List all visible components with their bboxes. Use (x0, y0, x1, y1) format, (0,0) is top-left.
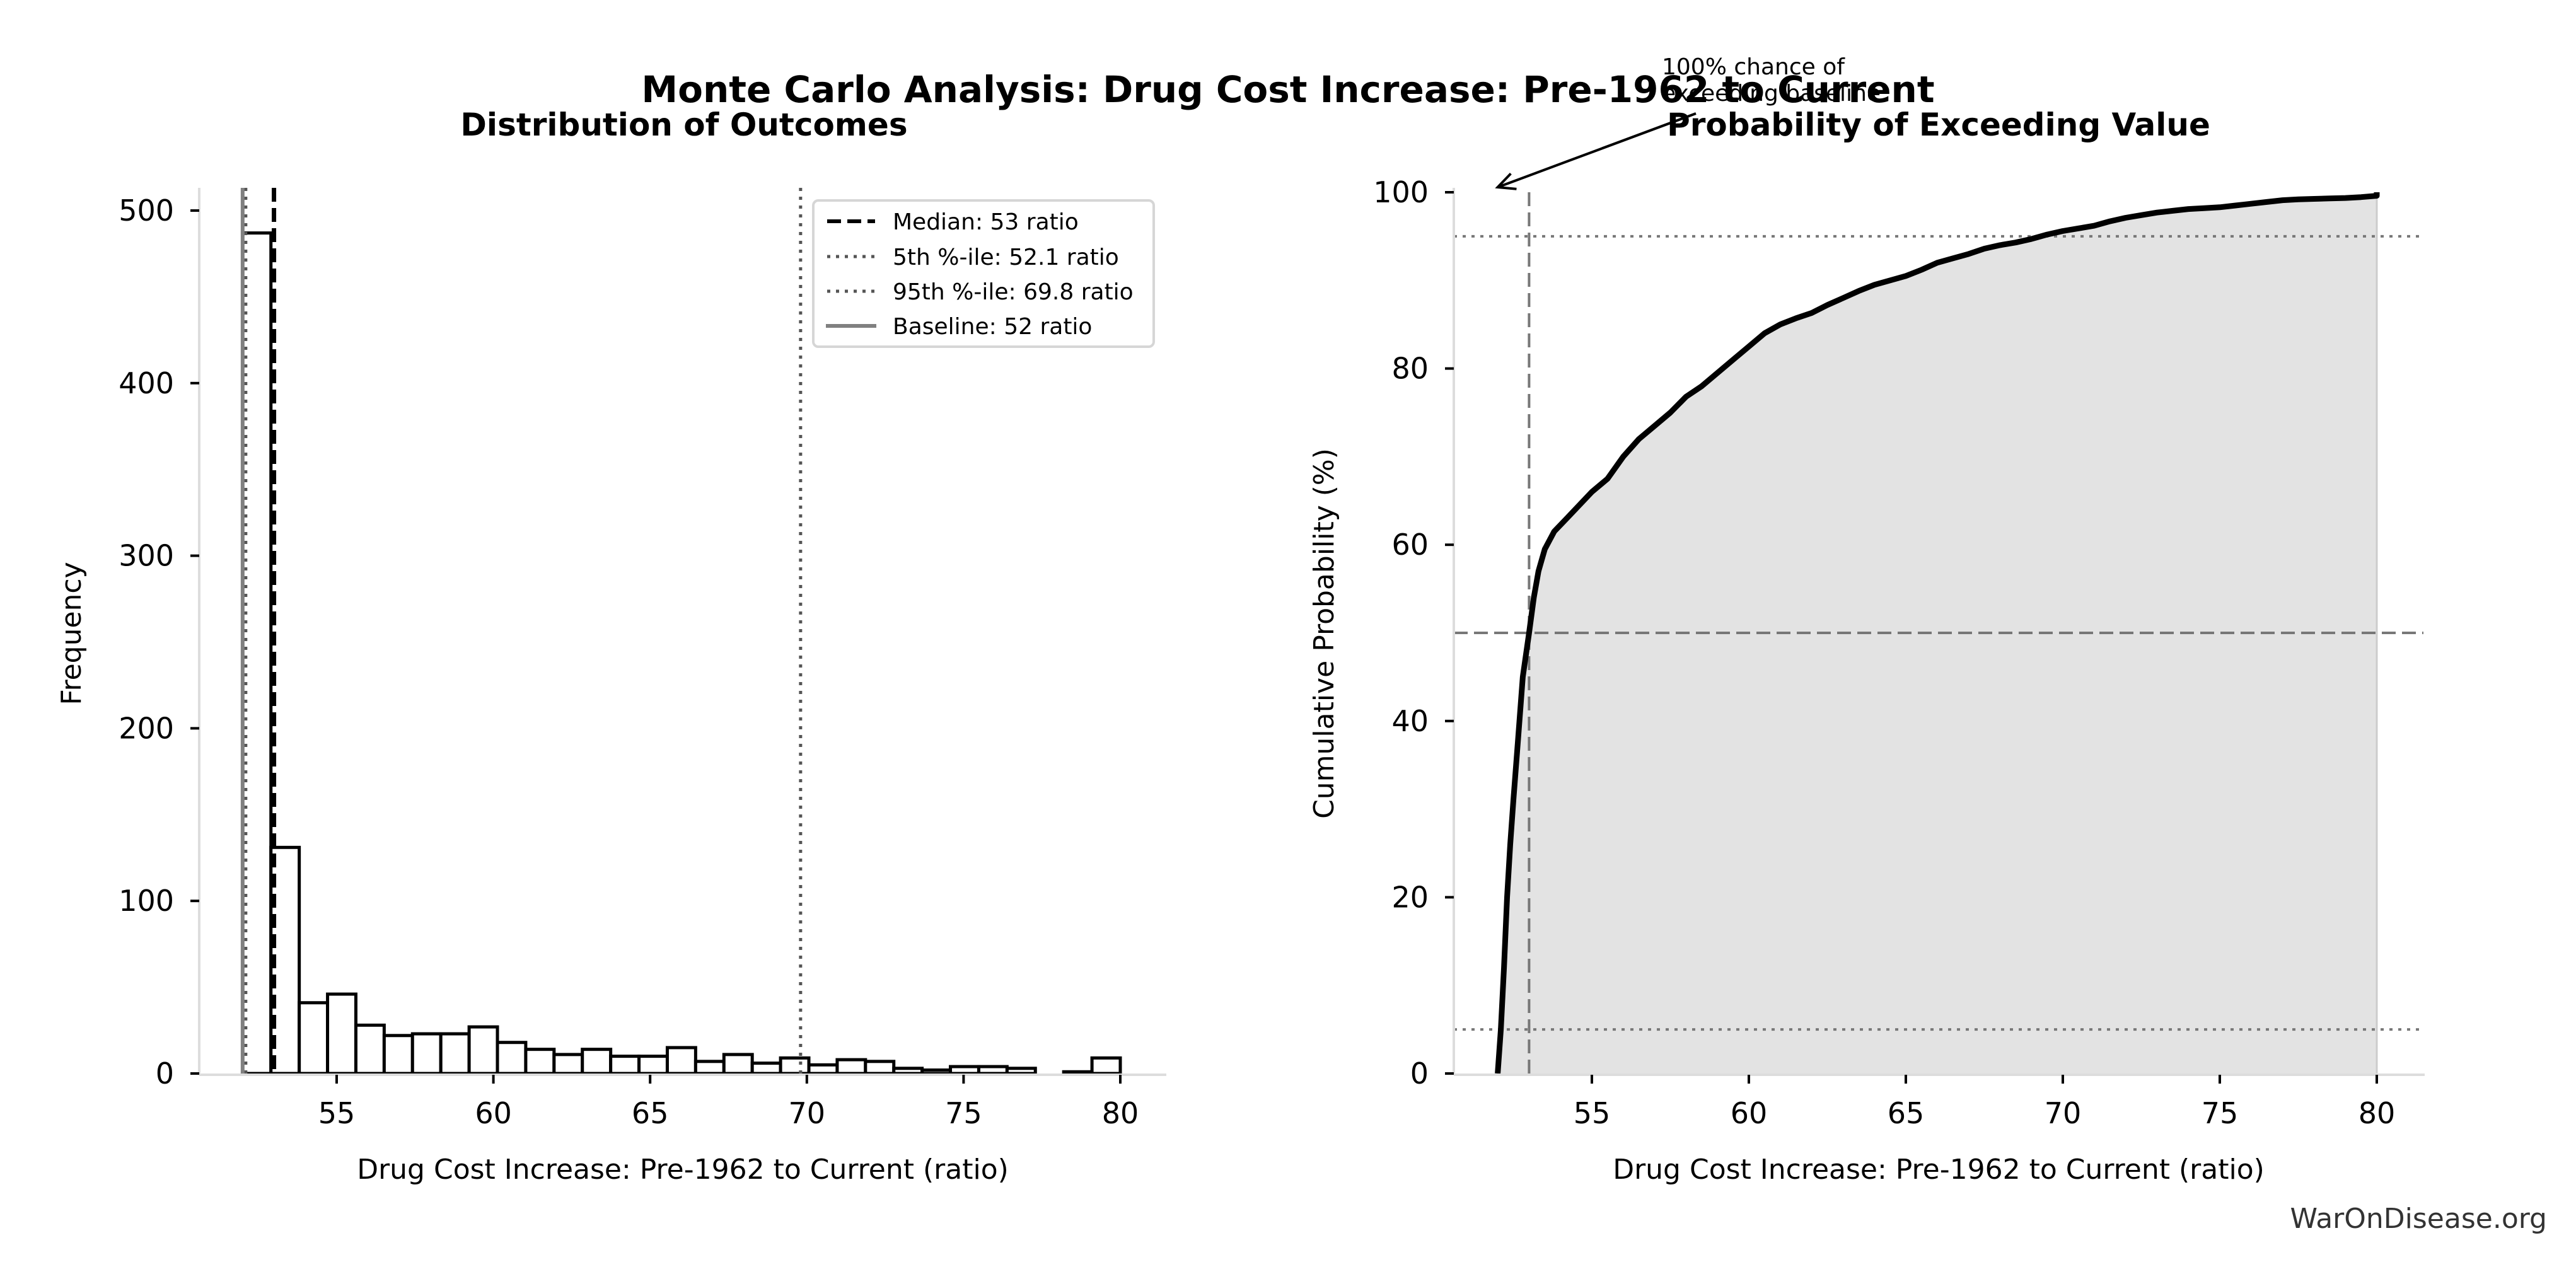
legend-median-label: Median: 53 ratio (893, 209, 1079, 235)
histogram-x-tick-label: 65 (632, 1096, 669, 1130)
cdf-y-tick-label: 80 (1391, 352, 1429, 386)
annotation-text-line1: 100% chance of (1662, 54, 1845, 80)
histogram-x-tick-label: 75 (945, 1096, 982, 1130)
watermark: WarOnDisease.org (2290, 1203, 2547, 1235)
histogram-legend: Median: 53 ratio 5th %-ile: 52.1 ratio 9… (812, 199, 1155, 348)
histogram-bar (496, 1041, 528, 1075)
cdf-x-tick-label: 75 (2202, 1096, 2239, 1130)
cdf-y-ticks: 0 20 40 60 80 100 (1373, 175, 1454, 1091)
histogram-y-tick-label: 300 (119, 539, 174, 573)
histogram-bar (1062, 1070, 1094, 1075)
histogram-bar (382, 1034, 414, 1075)
histogram-bar (609, 1055, 641, 1075)
histogram-bar (439, 1032, 471, 1075)
cdf-reference-lines (1454, 192, 2423, 1074)
cdf-x-tick-label: 80 (2358, 1096, 2396, 1130)
histogram-bar (298, 1001, 330, 1075)
histogram-y-tick-label: 400 (119, 366, 174, 400)
cdf-y-tick-label: 60 (1391, 528, 1429, 562)
histogram-bar (665, 1046, 697, 1075)
cdf-x-axis-label: Drug Cost Increase: Pre-1962 to Current … (1613, 1154, 2265, 1186)
histogram-bar (581, 1048, 613, 1075)
histogram-bar (410, 1032, 443, 1075)
histogram-x-tick-label: 60 (475, 1096, 512, 1130)
histogram-bar (693, 1060, 726, 1075)
cdf-x-ticks: 55 60 65 70 75 80 (1574, 1075, 2396, 1130)
cdf-x-tick-label: 65 (1888, 1096, 1925, 1130)
annotation-arrow (1497, 112, 1697, 188)
histogram-bar (892, 1067, 924, 1075)
histogram-y-ticks: 0 100 200 300 400 500 (119, 194, 199, 1091)
histogram-bar (467, 1025, 499, 1075)
annotation-text-line2: exceeding baseline (1662, 81, 1881, 107)
cdf-y-tick-label: 40 (1391, 704, 1429, 738)
histogram-x-ticks: 55 60 65 70 75 80 (318, 1075, 1139, 1130)
legend-p95-label: 95th %-ile: 69.8 ratio (893, 279, 1134, 305)
histogram-bar (1005, 1067, 1037, 1075)
cdf-y-tick-label: 100 (1373, 175, 1429, 209)
histogram-bar (977, 1065, 1009, 1075)
cdf-x-tick-label: 55 (1574, 1096, 1611, 1130)
histogram-bar (637, 1055, 669, 1075)
cdf-title: Probability of Exceeding Value (1667, 107, 2210, 143)
baseline-annotation: 100% chance of exceeding baseline (1495, 54, 1881, 190)
cdf-chart: Probability of Exceeding Value 0 20 40 60 80… (1308, 54, 2425, 1186)
histogram-bar (750, 1062, 782, 1075)
histogram-bar (241, 231, 273, 1075)
histogram-bar (524, 1048, 556, 1075)
cdf-area-fill (1497, 192, 2377, 1074)
cdf-x-tick-label: 70 (2045, 1096, 2082, 1130)
histogram-x-tick-label: 70 (789, 1096, 826, 1130)
cdf-y-tick-label: 0 (1410, 1056, 1429, 1091)
histogram-title: Distribution of Outcomes (460, 107, 907, 143)
cdf-curve (1495, 192, 2380, 1074)
histogram-bar (864, 1060, 896, 1075)
cdf-y-tick-label: 20 (1391, 880, 1429, 914)
legend-p5-label: 5th %-ile: 52.1 ratio (893, 245, 1119, 270)
histogram-y-tick-label: 200 (119, 711, 174, 745)
histogram-x-tick-label: 80 (1102, 1096, 1139, 1130)
histogram-bar (1090, 1056, 1122, 1075)
legend-baseline-label: Baseline: 52 ratio (893, 314, 1092, 340)
cdf-y-axis-label: Cumulative Probability (%) (1308, 448, 1340, 819)
annotation-arrowhead-icon (1495, 172, 1517, 190)
histogram-chart: Distribution of Outcomes 0 100 200 300 400 50… (55, 107, 1166, 1186)
histogram-bar (835, 1058, 867, 1075)
histogram-bar (552, 1053, 584, 1075)
histogram-y-tick-label: 100 (119, 884, 174, 918)
histogram-bar (722, 1053, 754, 1075)
histogram-y-tick-label: 500 (119, 194, 174, 228)
histogram-x-axis-label: Drug Cost Increase: Pre-1962 to Current … (357, 1154, 1009, 1186)
legend-box (812, 199, 1155, 348)
histogram-reference-lines (240, 188, 803, 1074)
histogram-bar (949, 1065, 980, 1075)
histogram-y-tick-label: 0 (156, 1056, 174, 1091)
histogram-x-tick-label: 55 (318, 1096, 356, 1130)
histogram-bar (326, 992, 357, 1075)
histogram-bars (241, 231, 1122, 1075)
histogram-bar (779, 1056, 811, 1075)
histogram-y-axis-label: Frequency (55, 562, 88, 705)
figure-suptitle: Monte Carlo Analysis: Drug Cost Increase… (641, 68, 1934, 111)
histogram-bar (920, 1068, 953, 1075)
histogram-bar (807, 1063, 839, 1075)
histogram-bar (354, 1023, 386, 1075)
cdf-x-tick-label: 60 (1731, 1096, 1768, 1130)
